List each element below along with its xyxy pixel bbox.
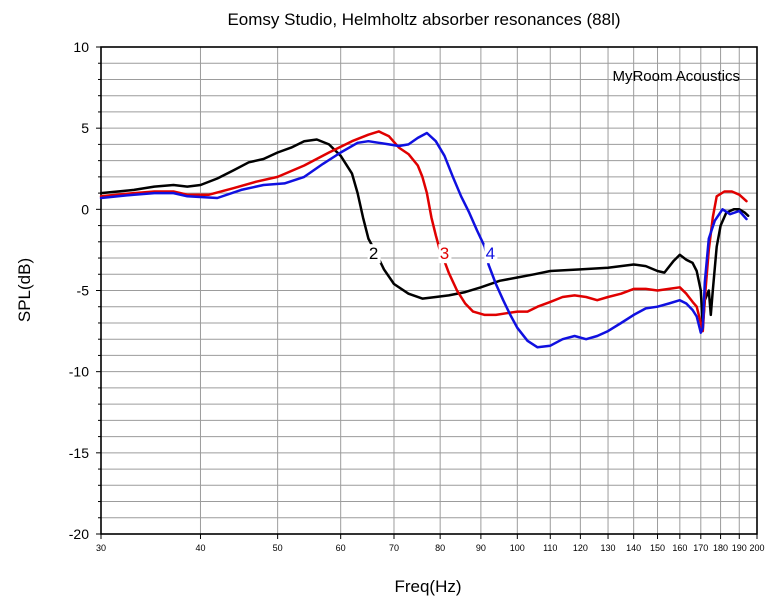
y-axis-label: SPL(dB) [15, 258, 34, 322]
grid-lines [101, 47, 757, 534]
x-axis-label: Freq(Hz) [394, 577, 461, 596]
x-tick-label: 80 [435, 543, 445, 553]
x-tick-label: 120 [573, 543, 588, 553]
x-tick-label: 190 [732, 543, 747, 553]
y-tick-label: -15 [69, 445, 89, 461]
x-tick-label: 70 [389, 543, 399, 553]
series-line-2 [99, 138, 750, 328]
series-label-2: 2 [369, 244, 378, 263]
x-tick-label: 50 [273, 543, 283, 553]
x-tick-label: 150 [650, 543, 665, 553]
series-line-3 [99, 130, 748, 333]
y-tick-label: 0 [81, 201, 89, 217]
series-label-backdrop [367, 244, 381, 264]
series-label-backdrop [438, 244, 452, 264]
series-lines [99, 130, 750, 349]
x-tick-label: 90 [476, 543, 486, 553]
x-tick-label: 60 [336, 543, 346, 553]
x-tick-label: 130 [601, 543, 616, 553]
y-tick-label: 5 [81, 120, 89, 136]
watermark-label: MyRoom Acoustics [612, 68, 740, 85]
y-tick-label: -5 [77, 283, 90, 299]
x-tick-label: 200 [749, 543, 764, 553]
plot-frame [100, 46, 758, 535]
y-tick-label: -20 [69, 526, 89, 542]
y-tick-label: 10 [73, 39, 89, 55]
y-tick-label: -10 [69, 364, 89, 380]
x-tick-label: 170 [693, 543, 708, 553]
x-tick-label: 160 [672, 543, 687, 553]
series-line-4 [99, 131, 748, 349]
series-label-backdrop [484, 244, 498, 264]
x-tick-label: 140 [626, 543, 641, 553]
series-label-4: 4 [486, 244, 495, 263]
x-tick-label: 100 [510, 543, 525, 553]
x-tick-label: 180 [713, 543, 728, 553]
series-label-3: 3 [440, 244, 449, 263]
x-tick-label: 110 [543, 543, 557, 553]
chart-title: Eomsy Studio, Helmholtz absorber resonan… [227, 10, 620, 29]
x-tick-label: 30 [96, 543, 106, 553]
x-tick-label: 40 [195, 543, 205, 553]
series-labels: 2 3 4 [367, 244, 498, 264]
